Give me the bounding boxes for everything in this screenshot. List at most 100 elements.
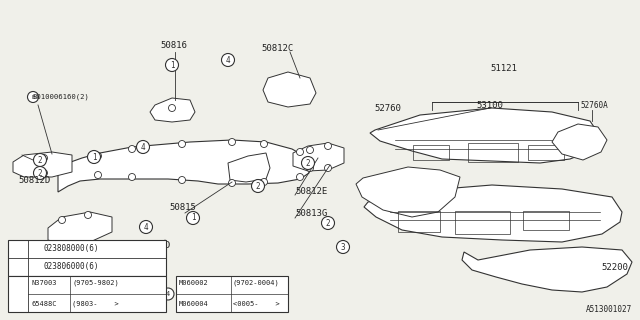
Circle shape: [12, 288, 24, 300]
Text: (9702-0004): (9702-0004): [233, 280, 280, 286]
Circle shape: [321, 217, 335, 229]
Polygon shape: [364, 185, 622, 242]
Polygon shape: [462, 247, 632, 292]
Circle shape: [40, 155, 47, 162]
Text: 65488C: 65488C: [31, 301, 56, 307]
Text: 1: 1: [92, 153, 96, 162]
Circle shape: [95, 153, 102, 159]
Text: 50813G: 50813G: [295, 209, 327, 218]
Text: 4: 4: [141, 142, 145, 151]
Circle shape: [228, 139, 236, 146]
Circle shape: [307, 164, 314, 172]
Text: M060002: M060002: [179, 280, 209, 286]
Text: 2: 2: [256, 181, 260, 190]
Polygon shape: [552, 124, 607, 160]
Circle shape: [28, 92, 38, 102]
Text: A513001027: A513001027: [586, 305, 632, 314]
Text: (9803-    >: (9803- >: [72, 301, 119, 307]
Circle shape: [260, 140, 268, 148]
Text: 52760: 52760: [374, 103, 401, 113]
Text: 3: 3: [16, 291, 20, 297]
Circle shape: [337, 241, 349, 253]
Text: 52760A: 52760A: [580, 100, 608, 109]
Text: 1: 1: [16, 246, 20, 252]
Text: 52200: 52200: [602, 263, 628, 273]
Polygon shape: [48, 212, 112, 244]
Circle shape: [252, 180, 264, 193]
Text: N: N: [34, 246, 38, 252]
Text: 023806000(6): 023806000(6): [44, 262, 99, 271]
Circle shape: [324, 142, 332, 149]
Text: 50812E: 50812E: [295, 188, 327, 196]
Text: (9705-9802): (9705-9802): [72, 280, 119, 286]
Circle shape: [33, 154, 47, 166]
Circle shape: [301, 156, 314, 170]
Text: 023808000(6): 023808000(6): [44, 244, 99, 253]
Text: B: B: [31, 94, 35, 100]
Text: 53100: 53100: [477, 100, 504, 109]
Text: M060004: M060004: [179, 301, 209, 307]
Circle shape: [40, 170, 47, 177]
Circle shape: [179, 177, 186, 183]
Text: N: N: [34, 265, 38, 269]
Polygon shape: [150, 98, 195, 122]
Circle shape: [31, 261, 42, 273]
Bar: [523, 211, 569, 230]
Text: 4: 4: [226, 55, 230, 65]
Circle shape: [324, 164, 332, 172]
Bar: [398, 211, 440, 232]
Text: 50815: 50815: [170, 203, 196, 212]
Text: 2: 2: [36, 244, 40, 252]
Text: 51121: 51121: [491, 63, 517, 73]
Bar: [528, 145, 564, 160]
Polygon shape: [356, 167, 460, 217]
Circle shape: [84, 212, 92, 219]
Text: 1: 1: [170, 60, 174, 69]
Circle shape: [307, 147, 314, 154]
Text: N37003: N37003: [31, 280, 56, 286]
Bar: [468, 143, 518, 162]
Text: 4: 4: [144, 222, 148, 231]
Text: 50812C: 50812C: [262, 44, 294, 52]
Circle shape: [186, 212, 200, 225]
Circle shape: [12, 243, 24, 255]
Circle shape: [260, 179, 268, 186]
Circle shape: [58, 217, 65, 223]
Polygon shape: [58, 140, 309, 192]
Polygon shape: [293, 143, 344, 171]
Bar: [8, 240, 166, 276]
Circle shape: [179, 140, 186, 148]
Circle shape: [31, 242, 45, 254]
Circle shape: [221, 53, 234, 67]
Circle shape: [296, 148, 303, 156]
Text: 3: 3: [340, 243, 346, 252]
Circle shape: [166, 59, 179, 71]
Bar: [455, 211, 510, 234]
Circle shape: [33, 166, 47, 180]
Text: <0005-    >: <0005- >: [233, 301, 280, 307]
Text: 2: 2: [38, 169, 42, 178]
Circle shape: [95, 172, 102, 179]
Circle shape: [140, 220, 152, 234]
Text: 50812B: 50812B: [54, 287, 86, 297]
Text: 2: 2: [306, 158, 310, 167]
Circle shape: [296, 173, 303, 180]
Text: 4: 4: [166, 291, 170, 297]
Polygon shape: [228, 153, 270, 182]
Circle shape: [129, 146, 136, 153]
Text: 2: 2: [326, 219, 330, 228]
Text: 50816: 50816: [161, 41, 188, 50]
Polygon shape: [370, 108, 600, 163]
Circle shape: [129, 173, 136, 180]
Circle shape: [31, 244, 42, 254]
Text: 50812D: 50812D: [18, 175, 51, 185]
Bar: [8, 276, 166, 312]
Circle shape: [162, 288, 174, 300]
Text: 2: 2: [38, 156, 42, 164]
Text: 1: 1: [191, 213, 195, 222]
Circle shape: [88, 150, 100, 164]
Circle shape: [168, 105, 175, 111]
Polygon shape: [13, 152, 72, 177]
Circle shape: [12, 261, 24, 273]
Text: B010006160(2): B010006160(2): [32, 94, 89, 100]
